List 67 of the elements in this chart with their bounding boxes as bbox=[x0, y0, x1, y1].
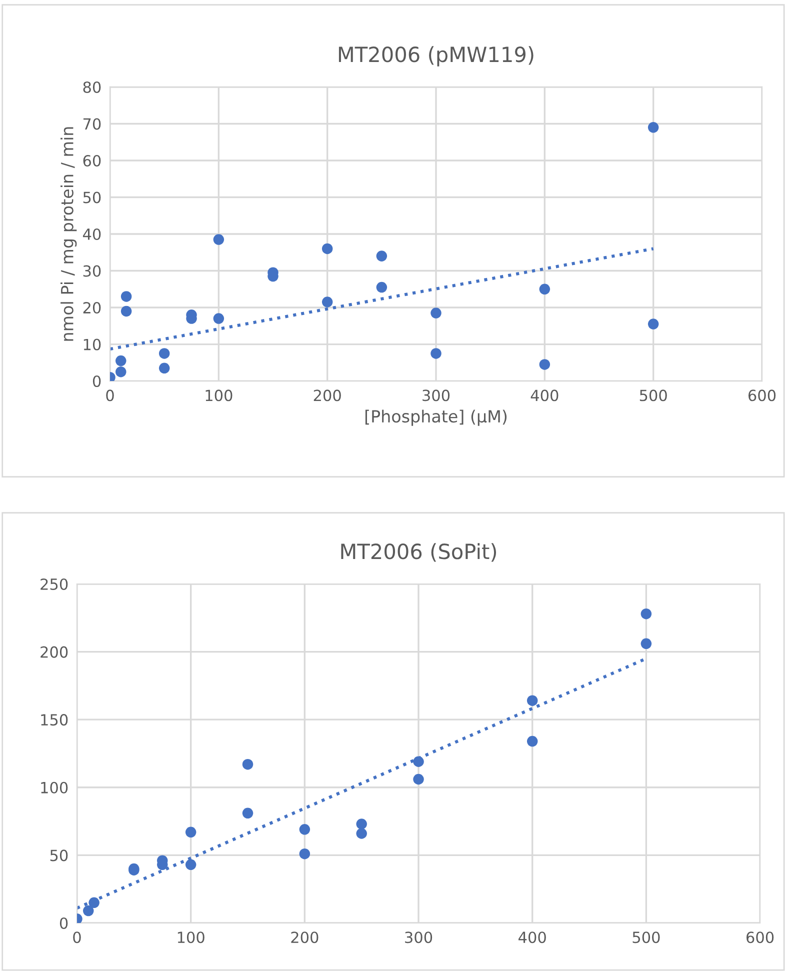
point bbox=[242, 808, 254, 819]
y-tick-label: 60 bbox=[83, 154, 101, 167]
point bbox=[376, 282, 388, 293]
point bbox=[158, 348, 170, 359]
point bbox=[82, 905, 94, 916]
point bbox=[115, 355, 126, 366]
point bbox=[640, 608, 652, 620]
x-tick-label: 600 bbox=[748, 390, 776, 402]
point bbox=[322, 243, 333, 254]
point bbox=[648, 122, 659, 133]
x-tick-label: 500 bbox=[640, 390, 667, 402]
y-tick-label: 10 bbox=[84, 338, 101, 350]
y-tick-label: 80 bbox=[83, 81, 101, 94]
point bbox=[356, 828, 367, 839]
x-tick-label: 300 bbox=[405, 932, 432, 944]
x-tick-label: 400 bbox=[530, 390, 558, 402]
y-tick-label: 0 bbox=[92, 375, 101, 388]
point bbox=[158, 362, 170, 374]
point bbox=[299, 848, 310, 860]
point bbox=[115, 366, 126, 378]
point bbox=[526, 695, 538, 706]
y-tick-label: 70 bbox=[83, 118, 101, 130]
point bbox=[213, 234, 224, 245]
x-axis-title: [Phosphate] (µM) bbox=[365, 410, 507, 426]
chart-title: MT2006 (pMW119) bbox=[338, 46, 534, 66]
x-tick-label: 500 bbox=[632, 932, 660, 944]
point bbox=[430, 308, 442, 318]
point bbox=[539, 284, 550, 295]
point bbox=[640, 638, 652, 650]
y-tick-label: 200 bbox=[40, 646, 68, 658]
x-tick-label: 200 bbox=[291, 932, 318, 944]
point bbox=[430, 348, 442, 359]
y-tick-label: 40 bbox=[82, 228, 101, 240]
point bbox=[213, 313, 224, 324]
point bbox=[648, 318, 659, 330]
y-tick-label: 250 bbox=[40, 578, 68, 590]
point bbox=[299, 824, 310, 835]
point bbox=[242, 758, 254, 770]
y-tick-label: 30 bbox=[83, 265, 101, 277]
y-axis-title: nmol Pi / mg protein / min bbox=[60, 127, 77, 341]
y-tick-label: 150 bbox=[41, 714, 68, 726]
point bbox=[120, 306, 132, 317]
point bbox=[322, 296, 333, 308]
x-tick-label: 300 bbox=[422, 390, 450, 402]
y-tick-label: 100 bbox=[41, 782, 68, 794]
point bbox=[413, 774, 424, 785]
chart-title: MT2006 (SoPit) bbox=[341, 543, 496, 562]
x-tick-label: 200 bbox=[314, 390, 341, 402]
x-tick-label: 100 bbox=[178, 932, 204, 944]
point bbox=[539, 359, 550, 370]
point bbox=[185, 826, 196, 838]
point bbox=[526, 736, 538, 747]
y-tick-label: 0 bbox=[60, 917, 68, 930]
point bbox=[413, 756, 424, 768]
y-tick-label: 20 bbox=[83, 302, 101, 314]
y-tick-label: 50 bbox=[50, 850, 68, 862]
x-tick-label: 600 bbox=[746, 932, 774, 944]
point bbox=[356, 818, 367, 830]
point bbox=[376, 250, 388, 262]
x-tick-label: 100 bbox=[206, 390, 232, 402]
point bbox=[120, 291, 132, 302]
point bbox=[185, 859, 196, 870]
y-tick-label: 50 bbox=[83, 192, 101, 204]
x-tick-label: 400 bbox=[518, 932, 546, 944]
point bbox=[88, 897, 100, 908]
x-tick-label: 0 bbox=[106, 390, 114, 402]
x-tick-label: 0 bbox=[73, 932, 81, 944]
